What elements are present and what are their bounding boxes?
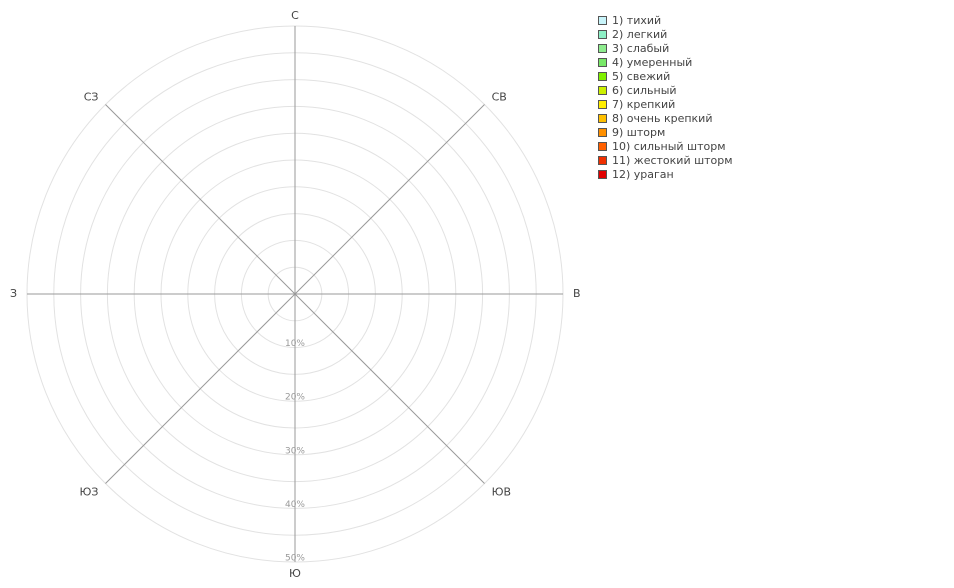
legend-swatch: [598, 44, 607, 53]
direction-label: СВ: [492, 90, 507, 103]
axis-line: [105, 293, 296, 484]
legend-label: 10) сильный шторм: [612, 140, 726, 153]
legend-label: 12) ураган: [612, 168, 674, 181]
direction-label: С: [291, 9, 299, 22]
legend-label: 3) слабый: [612, 42, 669, 55]
direction-label: ЮЗ: [79, 486, 98, 499]
legend-label: 6) сильный: [612, 84, 677, 97]
legend-swatch: [598, 30, 607, 39]
legend-swatch: [598, 72, 607, 81]
direction-label: З: [10, 287, 17, 300]
r-tick-label: 40%: [285, 500, 305, 510]
legend-label: 4) умеренный: [612, 56, 692, 69]
legend-swatch: [598, 170, 607, 179]
axis-line: [294, 104, 485, 295]
axis-line: [105, 104, 296, 295]
legend-swatch: [598, 142, 607, 151]
r-tick-label: 20%: [285, 393, 305, 403]
r-tick-label: 30%: [285, 446, 305, 456]
legend-swatch: [598, 114, 607, 123]
legend-label: 11) жестокий шторм: [612, 154, 733, 167]
direction-label: Ю: [289, 567, 301, 580]
r-tick-label: 10%: [285, 339, 305, 349]
axis-line: [294, 293, 485, 484]
legend-swatch: [598, 100, 607, 109]
legend-swatch: [598, 58, 607, 67]
legend-label: 2) легкий: [612, 28, 667, 41]
legend-label: 7) крепкий: [612, 98, 675, 111]
legend-label: 5) свежий: [612, 70, 670, 83]
legend-label: 8) очень крепкий: [612, 112, 712, 125]
direction-label: ЮВ: [492, 486, 511, 499]
legend-swatch: [598, 16, 607, 25]
direction-label: В: [573, 287, 581, 300]
direction-label: СЗ: [84, 90, 99, 103]
legend-swatch: [598, 128, 607, 137]
legend-label: 1) тихий: [612, 14, 661, 27]
legend-swatch: [598, 156, 607, 165]
legend-label: 9) шторм: [612, 126, 665, 139]
legend-swatch: [598, 86, 607, 95]
r-tick-label: 50%: [285, 554, 305, 564]
